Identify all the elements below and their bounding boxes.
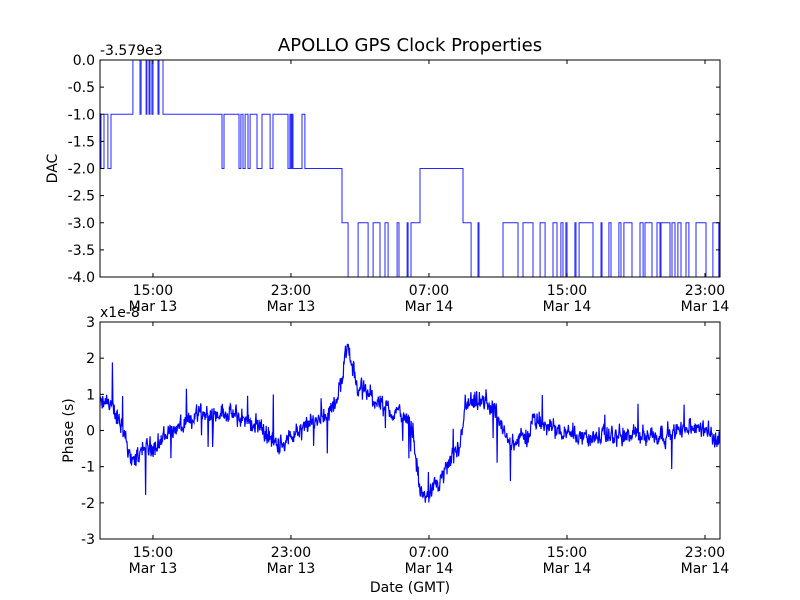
x-tick-label-date: Mar 14: [681, 561, 730, 577]
dac-series-line: [100, 60, 720, 277]
x-tick-label-time: 23:00: [685, 283, 725, 299]
y-tick-label: -1.0: [68, 107, 95, 123]
y-offset-label: -3.579e3: [100, 43, 163, 59]
x-tick-label-date: Mar 13: [129, 561, 178, 577]
y-tick-label: -2.5: [68, 189, 95, 205]
dac-axes: 0.0 -0.5 -1.0 -1.5 -2.0 -2.5 -3.0 -3.5 -4.0 15:00…: [45, 43, 729, 315]
y-tick-label: -2.0: [68, 162, 95, 178]
y-axis-label: DAC: [45, 153, 61, 183]
chart-title: APOLLO GPS Clock Properties: [278, 35, 542, 56]
x-tick-label-time: 15:00: [547, 545, 587, 561]
y-axis-label: Phase (s): [61, 398, 77, 462]
y-tick-label: -2: [81, 496, 95, 512]
x-tick-label-time: 07:00: [409, 283, 449, 299]
x-tick-label-time: 23:00: [685, 545, 725, 561]
phase-series-line: [100, 343, 720, 503]
y-tick-label: 1: [86, 387, 95, 403]
y-tick-label: -4.0: [68, 270, 95, 286]
y-tick-label: 0: [86, 424, 95, 440]
y-tick-label: -0.5: [68, 80, 95, 96]
x-tick-label-date: Mar 14: [405, 299, 454, 315]
x-tick-label-date: Mar 14: [681, 299, 730, 315]
y-tick-label: -1: [81, 460, 95, 476]
y-offset-label: x1e-8: [100, 305, 140, 321]
x-tick-label-time: 07:00: [409, 545, 449, 561]
x-axis-label: Date (GMT): [370, 580, 450, 596]
y-tick-label: 3: [86, 315, 95, 331]
y-tick-label: -3.5: [68, 243, 95, 259]
x-tick-label-time: 15:00: [133, 545, 173, 561]
y-tick-label: -1.5: [68, 134, 95, 150]
x-tick-label-date: Mar 13: [267, 299, 316, 315]
x-tick-label-date: Mar 13: [267, 561, 316, 577]
y-tick-label: -3: [81, 532, 95, 548]
y-tick-label: 2: [86, 351, 95, 367]
x-tick-label-date: Mar 14: [543, 561, 592, 577]
x-tick-label-time: 15:00: [133, 283, 173, 299]
x-tick-label-date: Mar 13: [129, 299, 178, 315]
y-tick-label: 0.0: [73, 53, 95, 69]
x-tick-label-time: 23:00: [271, 545, 311, 561]
y-tick-label: -3.0: [68, 216, 95, 232]
x-tick-label-time: 15:00: [547, 283, 587, 299]
x-tick-label-date: Mar 14: [543, 299, 592, 315]
x-tick-label-date: Mar 14: [405, 561, 454, 577]
x-tick-label-time: 23:00: [271, 283, 311, 299]
